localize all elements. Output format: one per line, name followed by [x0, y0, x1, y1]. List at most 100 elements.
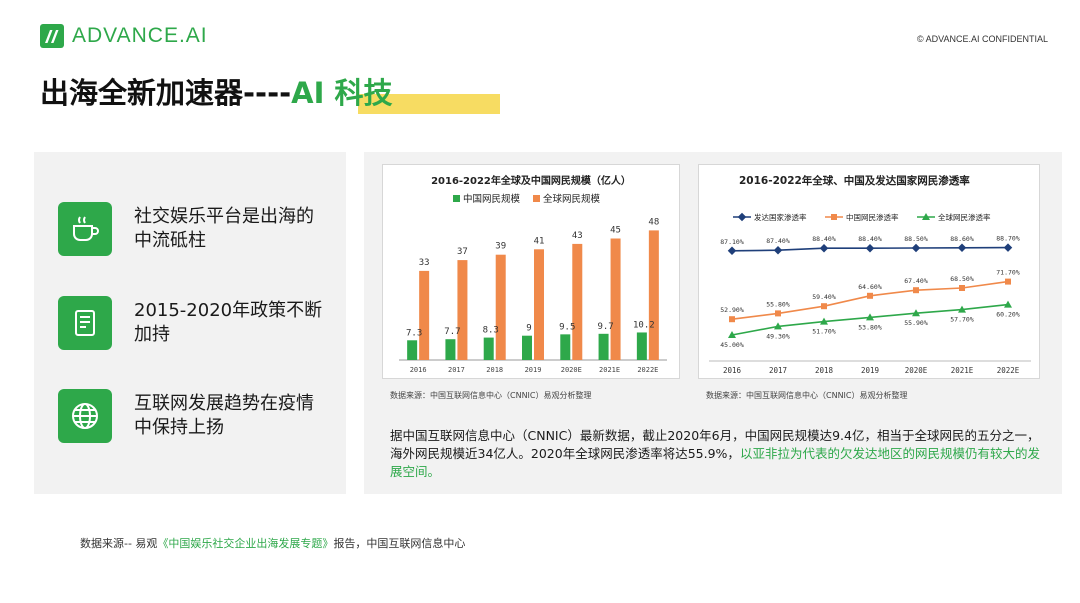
bar-china — [483, 337, 494, 360]
data-label-china: 9.7 — [597, 322, 613, 332]
data-point — [1004, 300, 1012, 308]
data-label-china: 9.5 — [559, 322, 575, 332]
data-label: 71.70% — [996, 269, 1020, 277]
data-label-china: 7.3 — [406, 328, 422, 338]
document-icon — [58, 296, 112, 350]
data-point — [821, 303, 827, 310]
legend-label: 发达国家渗透率 — [754, 212, 807, 222]
x-tick-label: 2016 — [410, 366, 427, 374]
data-point — [959, 285, 965, 291]
data-point — [912, 309, 920, 317]
data-point — [773, 245, 783, 255]
data-label-global: 39 — [495, 242, 506, 252]
data-label: 88.40% — [812, 235, 836, 243]
x-tick-label: 2017 — [448, 366, 465, 374]
brand-logo: ADVANCE.AI — [40, 24, 208, 48]
data-point — [1005, 278, 1011, 285]
bar-global — [610, 238, 621, 360]
legend-marker — [737, 212, 747, 222]
data-label-china: 9 — [526, 324, 531, 334]
data-label: 59.40% — [812, 293, 836, 301]
data-label-china: 8.3 — [483, 326, 499, 336]
feature-item: 2015-2020年政策不断加持 — [58, 296, 324, 350]
x-tick-label: 2016 — [723, 366, 742, 375]
page-title: 出海全新加速器----AI 科技 — [40, 70, 500, 114]
brand-name: ADVANCE.AI — [72, 24, 208, 47]
feature-item: 互联网发展趋势在疫情中保持上扬 — [58, 389, 324, 443]
data-label: 88.60% — [950, 235, 974, 243]
title-accent: AI 科技 — [291, 76, 393, 110]
data-point — [957, 243, 967, 253]
data-label: 64.60% — [858, 283, 882, 291]
data-label: 51.70% — [812, 328, 836, 336]
data-label: 68.50% — [950, 275, 974, 283]
data-label: 88.50% — [904, 235, 928, 243]
line-chart-source: 数据来源：中国互联网信息中心（CNNIC）易观分析整理 — [706, 391, 908, 400]
data-point — [819, 243, 829, 253]
globe-icon — [58, 389, 112, 443]
footer-source: 数据来源-- 易观《中国娱乐社交企业出海发展专题》报告，中国互联网信息中心 — [80, 535, 465, 551]
line-chart-card: 2016-2022年全球、中国及发达国家网民渗透率 发达国家渗透率 中国网民渗透率 全… — [698, 164, 1040, 379]
summary-paragraph: 据中国互联网信息中心（CNNIC）最新数据，截止2020年6月，中国网民规模达9… — [390, 427, 1040, 481]
data-point — [911, 243, 921, 253]
data-point — [775, 310, 781, 317]
legend-label: 中国网民渗透率 — [846, 212, 899, 222]
data-label-global: 33 — [419, 258, 430, 268]
data-label-global: 45 — [610, 226, 621, 236]
data-label: 88.40% — [858, 235, 882, 243]
data-point — [913, 287, 919, 294]
title-main: 出海全新加速器---- — [40, 76, 292, 110]
bar-chart-card: 2016-2022年全球及中国网民规模（亿人） 中国网民规模 全球网民规模 7.3 33… — [382, 164, 680, 379]
data-label: 57.70% — [950, 316, 974, 324]
data-label: 53.80% — [858, 323, 882, 331]
legend-label: 中国网民规模 — [463, 193, 521, 205]
x-tick-label: 2020E — [561, 366, 582, 374]
bar-global — [572, 243, 583, 360]
x-tick-label: 2018 — [815, 366, 834, 375]
feature-item: 社交娱乐平台是出海的中流砥柱 — [58, 202, 324, 256]
data-label: 88.70% — [996, 235, 1020, 243]
feature-text: 社交娱乐平台是出海的中流砥柱 — [134, 206, 314, 251]
data-label-global: 37 — [457, 247, 468, 257]
data-label-global: 43 — [572, 231, 583, 241]
legend-marker — [831, 214, 837, 220]
bar-china — [560, 334, 571, 360]
x-tick-label: 2019 — [525, 366, 542, 374]
feature-text: 互联网发展趋势在疫情中保持上扬 — [134, 393, 314, 438]
data-label: 55.90% — [904, 319, 928, 327]
logo-mark-icon — [40, 24, 64, 48]
title-highlight-bar — [358, 94, 500, 114]
bar-global — [495, 254, 506, 360]
data-point — [867, 292, 873, 299]
bar-china — [636, 332, 647, 360]
data-label-china: 10.2 — [633, 320, 655, 330]
data-label-global: 48 — [648, 217, 659, 227]
data-point — [774, 322, 782, 330]
confidential-label: © ADVANCE.AI CONFIDENTIAL — [917, 34, 1048, 44]
legend-swatch — [453, 195, 460, 202]
data-point — [958, 305, 966, 313]
x-tick-label: 2020E — [905, 366, 928, 375]
bar-china — [598, 333, 609, 360]
data-point — [729, 316, 735, 323]
data-point — [1003, 243, 1013, 252]
bar-global — [648, 230, 659, 360]
legend-label: 全球网民规模 — [543, 193, 601, 205]
bar-global — [534, 249, 544, 360]
data-point — [727, 246, 737, 256]
data-label: 87.40% — [766, 237, 790, 245]
footer-source-prefix: 数据来源-- 易观 — [80, 537, 158, 550]
x-tick-label: 2017 — [769, 366, 787, 375]
data-point — [866, 313, 874, 321]
data-label: 60.20% — [996, 311, 1020, 319]
summary-highlight: 以亚非拉为代表的欠发达地区的网民规模仍有较大的发展空间。 — [390, 446, 1040, 479]
data-label: 49.30% — [766, 332, 790, 340]
feature-panel: 社交娱乐平台是出海的中流砥柱 2015-2020年政策不断加持 互联网发展趋势在… — [34, 152, 346, 494]
data-label-china: 7.7 — [444, 327, 460, 337]
legend-marker — [922, 213, 930, 220]
bar-global — [457, 260, 468, 360]
data-point — [820, 317, 828, 325]
data-point — [865, 243, 875, 253]
footer-source-suffix: 报告，中国互联网信息中心 — [333, 537, 466, 550]
